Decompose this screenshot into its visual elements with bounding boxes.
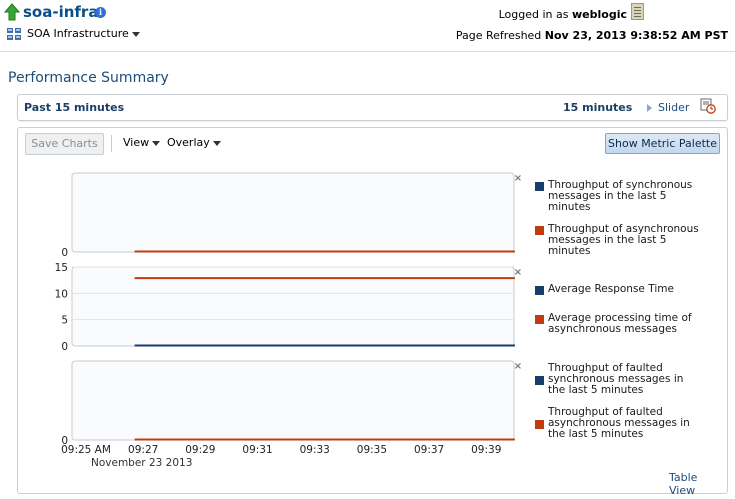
charts-panel: Save Charts View Overlay Show Metric Pal… bbox=[17, 127, 728, 497]
refreshed-time: Nov 23, 2013 9:38:52 AM PST bbox=[544, 29, 728, 42]
refreshed-label: Page Refreshed bbox=[455, 29, 542, 42]
overlay-menu[interactable]: Overlay bbox=[167, 136, 221, 149]
chart-pane bbox=[71, 360, 515, 441]
legend-swatch bbox=[535, 226, 544, 235]
x-tick-label: 09:27 bbox=[128, 444, 158, 456]
legend-swatch bbox=[535, 315, 544, 324]
legend-label: Throughput of faulted asynchronous messa… bbox=[548, 406, 690, 440]
info-icon[interactable]: i bbox=[95, 7, 106, 18]
legend-label: Average Response Time bbox=[548, 283, 674, 295]
chevron-down-icon bbox=[131, 31, 140, 37]
legend-swatch bbox=[535, 376, 544, 385]
legend-swatch bbox=[535, 286, 544, 295]
x-tick-label: 09:35 bbox=[357, 444, 387, 456]
page-refreshed: Page Refreshed Nov 23, 2013 9:38:52 AM P… bbox=[456, 29, 728, 42]
y-tick-label: 0 bbox=[61, 247, 68, 259]
legend-item: Throughput of asynchronous messages in t… bbox=[535, 224, 703, 257]
x-tick-label: 09:25 AM bbox=[61, 444, 111, 456]
domain-menu-label: SOA Infrastructure bbox=[27, 27, 129, 40]
close-icon[interactable]: × bbox=[514, 267, 522, 278]
toolbar-divider bbox=[111, 135, 112, 152]
table-view-link[interactable]: Table View bbox=[669, 471, 698, 497]
user-menu-icon[interactable] bbox=[631, 3, 644, 20]
x-tick-label: 09:39 bbox=[471, 444, 501, 456]
app-title[interactable]: soa-infra bbox=[23, 3, 99, 21]
chevron-down-icon bbox=[152, 140, 161, 146]
y-tick-label: 0 bbox=[61, 435, 68, 447]
legend-swatch bbox=[535, 182, 544, 191]
overlay-menu-label: Overlay bbox=[167, 136, 210, 149]
up-arrow-icon bbox=[4, 3, 20, 21]
y-tick-label: 0 bbox=[61, 341, 68, 353]
view-menu-label: View bbox=[123, 136, 150, 149]
range-label: Past 15 minutes bbox=[24, 101, 125, 114]
y-tick-label: 10 bbox=[55, 288, 68, 300]
legend-swatch bbox=[535, 420, 544, 429]
legend-label: Throughput of faulted synchronous messag… bbox=[548, 362, 684, 396]
legend-label: Throughput of asynchronous messages in t… bbox=[548, 223, 699, 257]
legend-item: Throughput of faulted synchronous messag… bbox=[535, 363, 698, 396]
legend-item: Throughput of synchronous messages in th… bbox=[535, 180, 703, 213]
close-icon[interactable]: × bbox=[514, 361, 522, 372]
save-charts-button[interactable]: Save Charts bbox=[25, 133, 104, 155]
logged-in-status: Logged in as weblogic bbox=[499, 8, 627, 21]
range-value[interactable]: 15 minutes bbox=[563, 101, 633, 114]
legend-label: Average processing time of asynchronous … bbox=[548, 312, 692, 335]
time-range-bar: Past 15 minutes 15 minutes Slider bbox=[17, 94, 728, 121]
legend-item: Throughput of faulted asynchronous messa… bbox=[535, 407, 698, 440]
y-tick-label: 15 bbox=[55, 262, 68, 274]
legend-label: Throughput of synchronous messages in th… bbox=[548, 179, 693, 213]
logged-in-label: Logged in as bbox=[498, 8, 569, 21]
close-icon[interactable]: × bbox=[514, 173, 522, 184]
legend-item: Average processing time of asynchronous … bbox=[535, 313, 703, 335]
slider-link[interactable]: Slider bbox=[647, 101, 689, 114]
domain-menu[interactable]: SOA Infrastructure bbox=[27, 27, 140, 40]
x-tick-label: 09:33 bbox=[300, 444, 330, 456]
chart-pane bbox=[71, 172, 515, 253]
x-tick-label: 09:31 bbox=[242, 444, 272, 456]
x-tick-label: 09:29 bbox=[185, 444, 215, 456]
domain-icon bbox=[7, 28, 21, 40]
view-menu[interactable]: View bbox=[123, 136, 161, 149]
schedule-clock-icon[interactable] bbox=[700, 98, 716, 114]
x-tick-label: 09:37 bbox=[414, 444, 444, 456]
page-title: Performance Summary bbox=[8, 70, 169, 86]
page-header: soa-infra i SOA Infrastructure Logged in… bbox=[0, 0, 735, 52]
show-metric-palette-button[interactable]: Show Metric Palette bbox=[605, 133, 720, 154]
logged-in-user: weblogic bbox=[572, 8, 627, 21]
legend-item: Average Response Time bbox=[535, 284, 703, 295]
y-tick-label: 5 bbox=[61, 315, 68, 327]
x-axis-date-label: November 23 2013 bbox=[91, 457, 193, 469]
performance-charts: 0 × 0 5 10 15 × 0 × 09:25 AM 09:27 09:29 09:31 09:33 0… bbox=[55, 172, 522, 456]
chevron-down-icon bbox=[212, 140, 221, 146]
